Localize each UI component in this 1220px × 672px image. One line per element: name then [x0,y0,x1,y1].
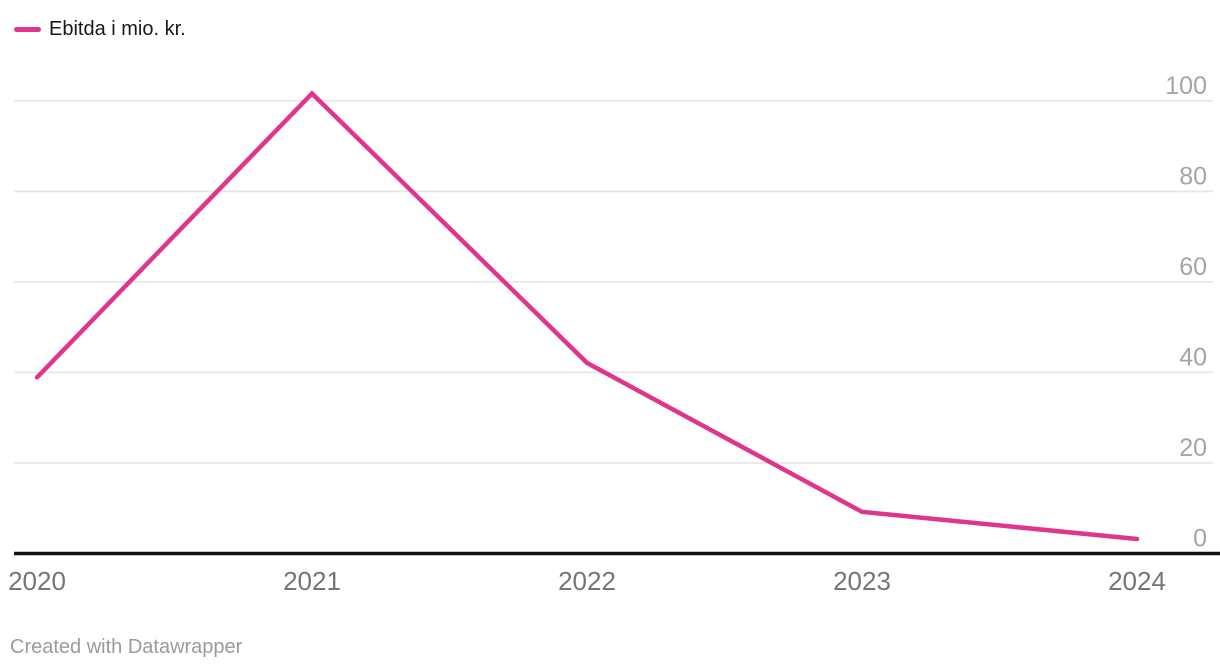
legend-line-swatch [14,27,41,32]
y-axis-tick-label-0: 0 [1193,525,1207,553]
y-axis-tick-label-60: 60 [1179,253,1207,281]
y-axis-tick-label-40: 40 [1179,343,1207,371]
y-axis-tick-label-100: 100 [1165,72,1207,100]
x-axis-tick-label-2024: 2024 [1108,566,1166,596]
legend: Ebitda i mio. kr. [14,16,186,43]
x-axis-tick-label-2020: 2020 [8,566,66,596]
x-axis-tick-label-2021: 2021 [283,566,341,596]
series-line-0 [34,90,1140,542]
x-axis-tick-label-2023: 2023 [833,566,891,596]
y-axis-tick-label-80: 80 [1179,162,1207,190]
legend-label: Ebitda i mio. kr. [49,18,186,40]
y-axis-tick-label-20: 20 [1179,434,1207,462]
datawrapper-attribution-link[interactable]: Created with Datawrapper [10,636,243,658]
x-axis-tick-label-2022: 2022 [558,566,616,596]
